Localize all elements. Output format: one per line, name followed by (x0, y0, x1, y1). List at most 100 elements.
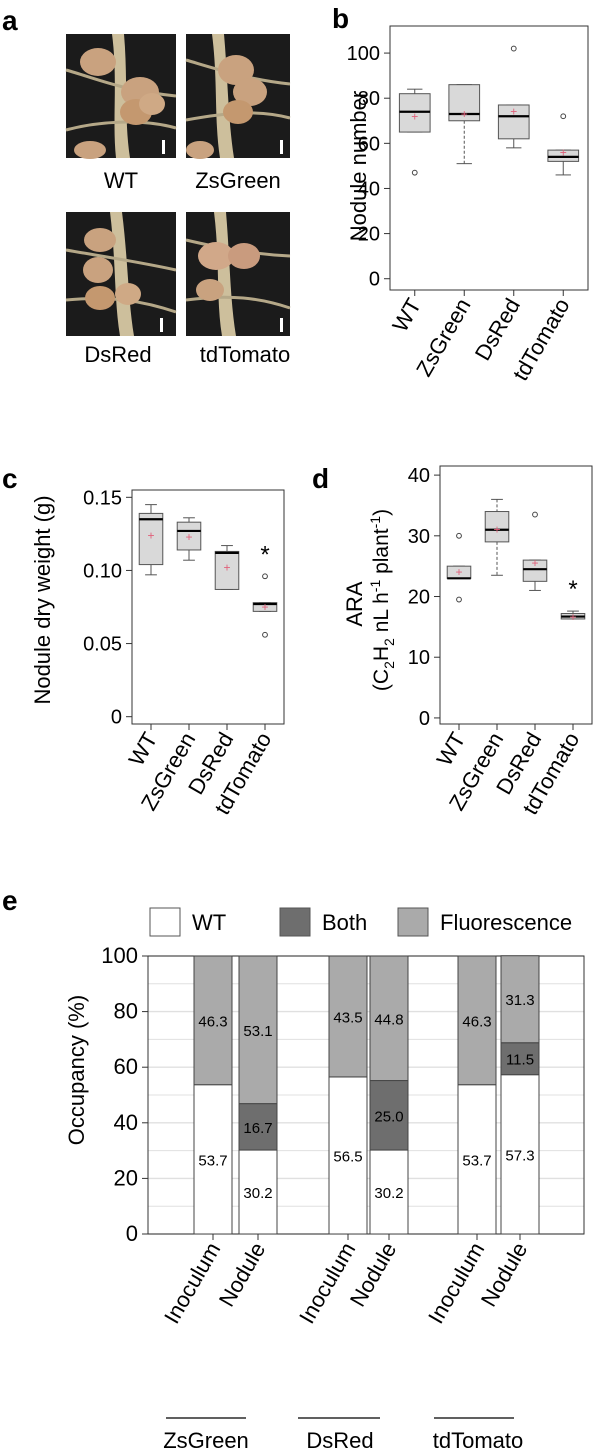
chart-d-mean-marker: + (569, 610, 576, 624)
chart-d-outlier (532, 511, 538, 518)
chart-d-ylabel: ARA (342, 581, 367, 627)
chart-d-ytick-label: 30 (408, 526, 430, 548)
chart-b-xtick-label: DsRed (470, 294, 525, 365)
bar-data-label: 56.5 (333, 1148, 362, 1165)
chart-c-box (176, 521, 202, 551)
photo-zsgreen-nodule (186, 141, 214, 159)
photo-zsgreen-nodule (233, 78, 267, 106)
chart-c-mean-marker: + (261, 600, 268, 614)
bar-fluorescence-segment (238, 955, 278, 1105)
bar-data-label: 46.3 (198, 1013, 227, 1030)
chart-e-xtick-label: Inoculum (423, 1238, 489, 1328)
bar-data-label: 16.7 (243, 1120, 272, 1137)
chart-b-box (398, 93, 431, 133)
chart-b-ytick-label: 100 (347, 43, 380, 65)
chart-c-ytick-label: 0.05 (83, 634, 122, 656)
bar-fluorescence-segment (457, 955, 497, 1086)
chart-b-mean-marker: + (461, 107, 468, 121)
panel-e-letter: e (2, 885, 18, 916)
chart-b-nodule-number: b Nodule number 020406080100WTZsGreenDsR… (332, 3, 589, 385)
photo-zsgreen-root (212, 34, 234, 158)
bar-data-label: 31.3 (505, 992, 534, 1009)
chart-e-ylabel: Occupancy (%) (64, 995, 89, 1145)
chart-d-ytick-label: 0 (419, 708, 430, 730)
chart-c-box (252, 602, 278, 612)
chart-b-xtick-label: WT (387, 294, 426, 336)
chart-b-plot-frame (389, 25, 589, 291)
chart-d-outlier (456, 532, 462, 539)
legend-label-both: Both (322, 910, 367, 935)
chart-b-mean-marker: + (411, 109, 418, 123)
legend-label-fluorescence: Fluorescence (440, 910, 572, 935)
chart-c-mean-marker: + (223, 561, 230, 575)
bar-data-label: 53.7 (198, 1152, 227, 1169)
group-label-dsred: DsRed (306, 1428, 373, 1453)
bar-fluorescence-segment (193, 955, 233, 1086)
chart-d-ara: d ARA (C2H2 nL h-1 plant-1) 010203040WTZ… (312, 463, 593, 819)
chart-e-occupancy: e Occupancy (%) WT Both Fluorescence ZsG… (2, 885, 585, 1453)
photo-wt-nodule (80, 48, 116, 76)
photo-zsgreen-scale-bar (280, 140, 283, 154)
chart-d-box (484, 511, 510, 543)
chart-b-ytick-label: 40 (358, 178, 380, 200)
photo-zsgreen (185, 34, 291, 159)
chart-d-xtick-label: WT (432, 728, 471, 770)
chart-d-mean-marker: + (455, 565, 462, 579)
chart-b-ytick-label: 80 (358, 88, 380, 110)
chart-e-ytick-label: 60 (114, 1054, 138, 1079)
bar-fluorescence-segment (500, 955, 540, 1044)
bar-data-label: 46.3 (462, 1013, 491, 1030)
chart-d-ylabel-units-text: (C2H2 nL h-1 plant-1) (367, 509, 397, 691)
bar-fluorescence-segment (369, 955, 409, 1082)
photo-tdtomato-nodule (196, 279, 224, 301)
photo-tdtomato (185, 212, 291, 336)
photo-label-tdtomato: tdTomato (200, 342, 291, 367)
chart-c-ytick-label: 0.15 (83, 487, 122, 509)
bar-both-segment (500, 1042, 540, 1076)
photo-zsgreen-nodule (218, 55, 254, 85)
chart-e-ytick-label: 20 (114, 1165, 138, 1190)
photo-dsred-nodule (115, 283, 141, 305)
panel-b-letter: b (332, 3, 349, 34)
bar-data-label: 30.2 (243, 1185, 272, 1202)
chart-d-mean-marker: + (493, 523, 500, 537)
chart-b-box (497, 104, 530, 140)
panel-d-letter: d (312, 463, 329, 494)
chart-d-outlier (456, 596, 462, 603)
chart-c-ytick-label: 0 (111, 707, 122, 729)
chart-b-outlier (411, 169, 418, 176)
bar-data-label: 43.5 (333, 1009, 362, 1026)
chart-d-box (522, 559, 548, 582)
chart-e-xtick-label: Inoculum (159, 1238, 225, 1328)
bar-data-label: 53.7 (462, 1152, 491, 1169)
chart-d-ytick-label: 10 (408, 647, 430, 669)
chart-c-outlier (262, 631, 268, 638)
chart-b-ytick-label: 0 (369, 269, 380, 291)
panel-a: a WT ZsGreen (2, 5, 291, 367)
chart-c-outlier (262, 573, 268, 580)
chart-b-ytick-label: 60 (358, 133, 380, 155)
chart-d-ylabel-units: (C2H2 nL h-1 plant-1) (367, 509, 397, 691)
legend-swatch-both (279, 907, 311, 937)
chart-b-mean-marker: + (510, 105, 517, 119)
chart-e-ytick-label: 80 (114, 999, 138, 1024)
photo-dsred-scale-bar (160, 318, 163, 332)
legend-label-wt: WT (192, 910, 226, 935)
bar-both-segment (238, 1103, 278, 1151)
legend-swatch-fluorescence (397, 907, 429, 937)
chart-e-legend: WT Both Fluorescence (149, 907, 572, 937)
photo-wt-root (112, 34, 130, 158)
bar-wt-segment (457, 1084, 497, 1235)
bar-data-label: 30.2 (374, 1185, 403, 1202)
photo-zsgreen-nodule (223, 100, 253, 124)
chart-c-xtick-label: WT (124, 728, 163, 770)
photo-dsred-nodule (84, 228, 116, 252)
chart-d-plot-frame (439, 465, 593, 725)
chart-c-mean-marker: + (147, 528, 154, 542)
chart-d-ytick-label: 20 (408, 587, 430, 609)
chart-e-ytick-label: 40 (114, 1110, 138, 1135)
photo-tdtomato-nodule (228, 243, 260, 269)
photo-dsred-nodule (85, 286, 115, 310)
photo-dsred-nodule (83, 257, 113, 283)
photo-tdtomato-background (186, 212, 290, 336)
